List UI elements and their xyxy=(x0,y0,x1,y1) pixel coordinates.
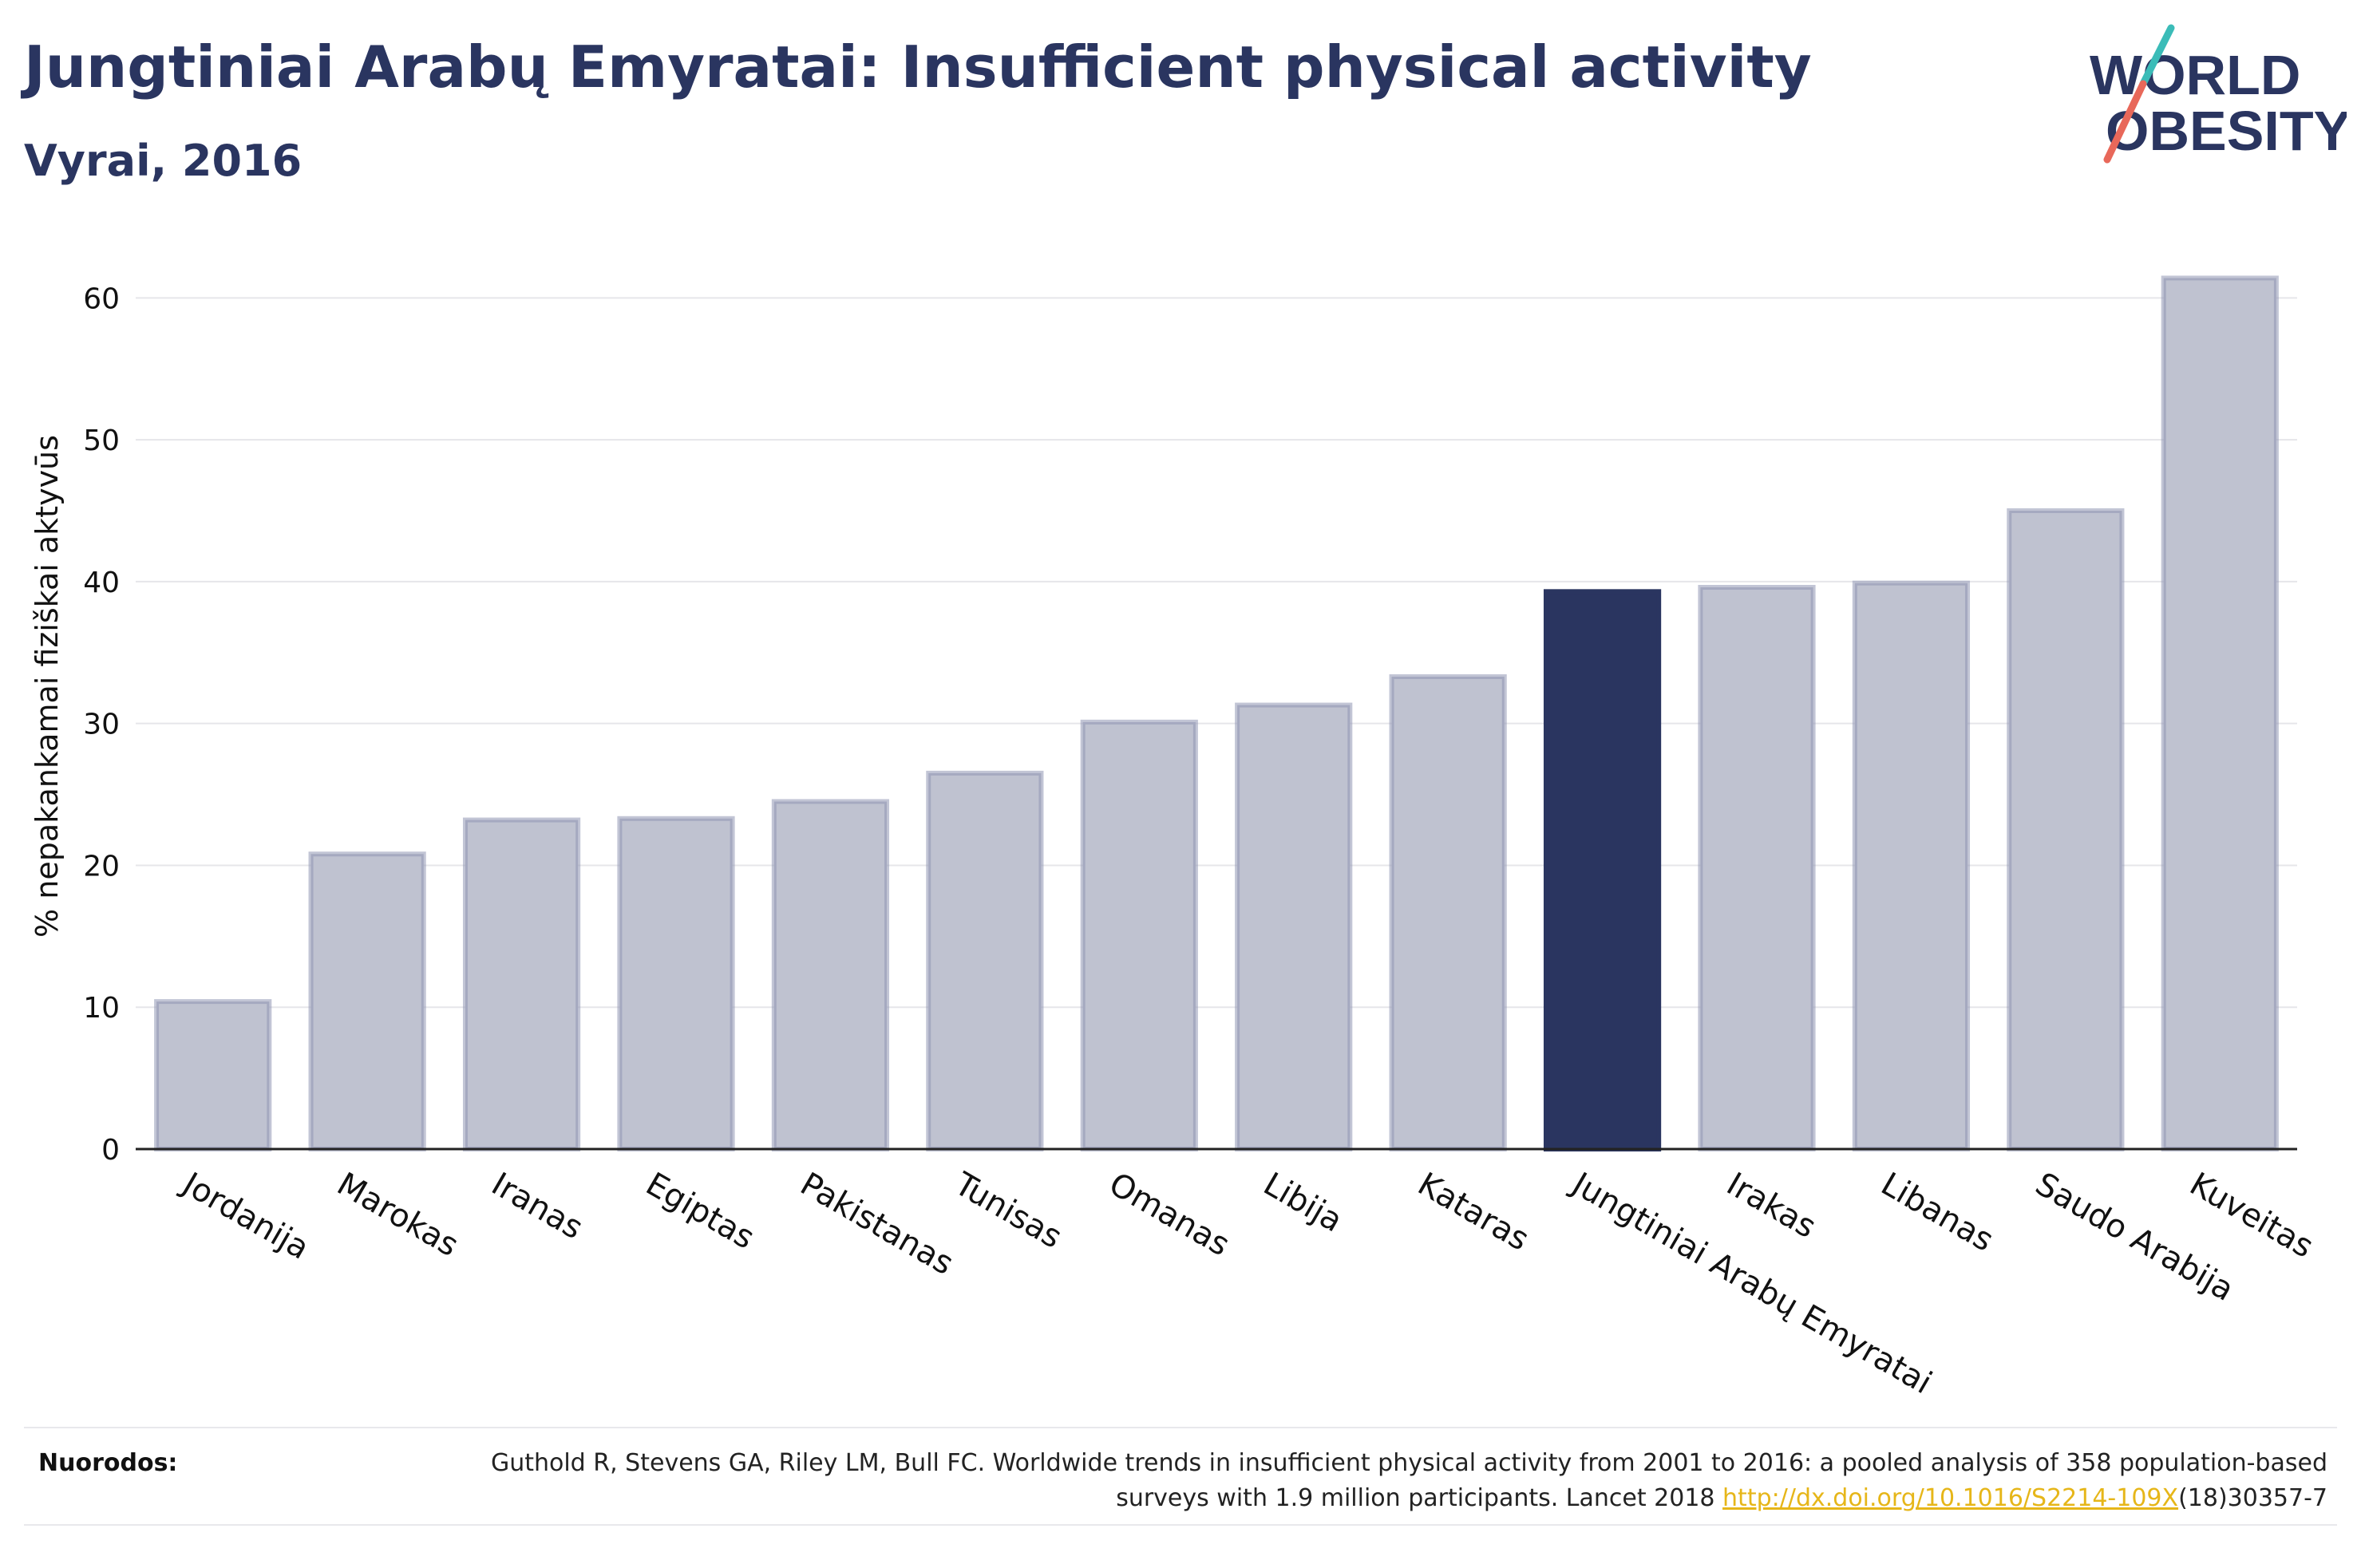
references-citation-suffix: (18)30357-7 xyxy=(2178,1484,2327,1512)
bar[interactable] xyxy=(2007,508,2125,1151)
logo-slash-coral xyxy=(2103,80,2147,164)
x-tick-label: Omanas xyxy=(1103,1166,1236,1264)
bar[interactable] xyxy=(462,817,581,1151)
logo-line2: OBESITY xyxy=(2106,100,2347,162)
bar[interactable] xyxy=(154,999,272,1151)
logo-slash-teal xyxy=(2139,24,2175,88)
y-tick-label: 60 xyxy=(83,282,120,315)
bar[interactable] xyxy=(1389,674,1507,1151)
chart-subtitle: Vyrai, 2016 xyxy=(24,136,303,186)
bar[interactable] xyxy=(1543,589,1662,1151)
references-bottom-rule xyxy=(24,1524,2337,1526)
x-tick-label: Jordanija xyxy=(175,1164,315,1266)
bar[interactable] xyxy=(1852,580,1971,1151)
bar[interactable] xyxy=(308,851,426,1151)
bar[interactable] xyxy=(1235,702,1353,1151)
references-label: Nuorodos: xyxy=(38,1449,178,1477)
logo-line1: WORLD xyxy=(2090,44,2300,106)
y-tick-label: 30 xyxy=(83,709,120,741)
y-axis-label: % nepakankamai fiziškai aktyvūs xyxy=(30,435,65,938)
bar[interactable] xyxy=(2161,275,2279,1151)
bar-chart: 0 10 20 30 40 50 60 Jordanija Marokas Iranas Egipt… xyxy=(30,275,2319,1401)
x-tick-label: Irakas xyxy=(1720,1166,1821,1246)
x-tick-label: Libanas xyxy=(1875,1166,1999,1259)
x-tick-label: Egiptas xyxy=(639,1166,760,1257)
x-tick-label: Pakistanas xyxy=(794,1166,959,1282)
x-tick-label: Marokas xyxy=(331,1166,465,1264)
y-tick-label: 10 xyxy=(83,992,120,1025)
x-tick-label: Kuveitas xyxy=(2184,1166,2319,1266)
bars xyxy=(154,275,2279,1152)
references-top-rule xyxy=(24,1427,2337,1428)
bar[interactable] xyxy=(1080,719,1198,1151)
axes: 0 10 20 30 40 50 60 Jordanija Marokas Iranas Egipt… xyxy=(83,282,2319,1401)
x-tick-label: Iranas xyxy=(485,1166,589,1247)
references-text: Guthold R, Stevens GA, Riley LM, Bull FC… xyxy=(412,1446,2327,1516)
bar[interactable] xyxy=(771,799,890,1151)
x-tick-label: Tunisas xyxy=(947,1165,1068,1256)
y-tick-label: 0 xyxy=(101,1134,120,1167)
references-doi-link[interactable]: http://dx.doi.org/10.1016/S2214-109X xyxy=(1722,1484,2179,1512)
y-tick-label: 20 xyxy=(83,850,120,883)
x-tick-label: Kataras xyxy=(1412,1166,1536,1258)
bar[interactable] xyxy=(926,770,1044,1152)
bar[interactable] xyxy=(1698,585,1816,1151)
chart-title: Jungtiniai Arabų Emyratai: Insufficient … xyxy=(24,34,1812,101)
y-tick-label: 40 xyxy=(83,567,120,599)
world-obesity-logo: WORLD OBESITY xyxy=(2090,24,2347,164)
x-tick-label: Libija xyxy=(1257,1166,1348,1240)
bar[interactable] xyxy=(617,816,735,1152)
gridlines xyxy=(136,297,2297,1009)
y-tick-label: 50 xyxy=(83,425,120,457)
references-citation: Guthold R, Stevens GA, Riley LM, Bull FC… xyxy=(490,1449,2327,1512)
